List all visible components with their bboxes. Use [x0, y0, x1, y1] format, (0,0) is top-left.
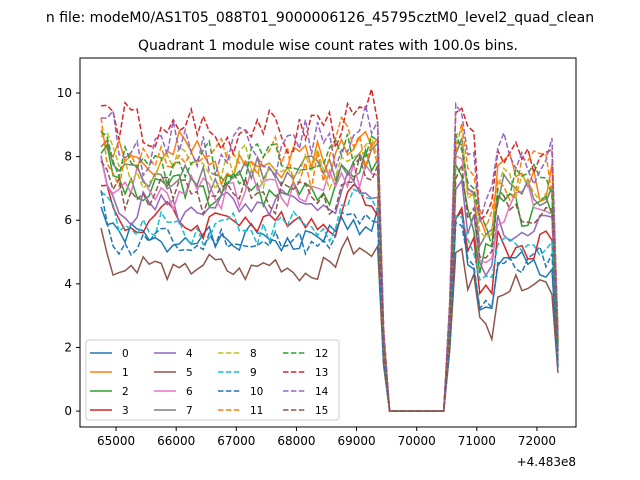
- y-tick-label: 6: [64, 213, 72, 227]
- series-line-8: [100, 128, 559, 412]
- legend-label: 10: [250, 386, 263, 398]
- x-axis: 65000 66000 67000 68000 69000 70000 71000 72000: [97, 427, 556, 448]
- chart-title: Quadrant 1 module wise count rates with …: [138, 38, 518, 54]
- series-line-4: [100, 155, 559, 412]
- series-line-12: [100, 130, 559, 412]
- chart-suptitle: n file: modeM0/AS1T05_088T01_9000006126_…: [46, 10, 594, 26]
- legend-label: 13: [315, 367, 328, 379]
- legend-label: 0: [122, 348, 129, 360]
- series-line-15: [100, 153, 559, 412]
- series-line-2: [100, 143, 559, 412]
- legend-label: 14: [315, 386, 329, 398]
- series-line-10: [100, 190, 559, 412]
- x-tick-label: 66000: [157, 434, 195, 448]
- series-line-14: [101, 101, 559, 412]
- legend-label: 2: [122, 386, 129, 398]
- x-tick-label: 69000: [337, 434, 375, 448]
- legend-label: 1: [122, 367, 129, 379]
- y-tick-label: 4: [64, 277, 72, 291]
- x-tick-label: 67000: [217, 434, 255, 448]
- plot-frame: [79, 57, 577, 428]
- legend-label: 6: [186, 386, 193, 398]
- series-line-7: [100, 137, 559, 412]
- legend-label: 12: [315, 348, 328, 360]
- y-tick-label: 2: [64, 340, 72, 354]
- series-line-13: [100, 88, 559, 412]
- series-line-5: [100, 227, 559, 412]
- legend-frame: [85, 339, 340, 421]
- series-line-11: [100, 115, 559, 412]
- x-offset-label: +4.483e8: [517, 455, 576, 469]
- x-tick-label: 65000: [97, 434, 135, 448]
- legend-label: 9: [250, 367, 257, 379]
- legend-label: 15: [315, 405, 328, 417]
- legend-label: 8: [250, 348, 257, 360]
- series-layer: [100, 88, 559, 412]
- legend-label: 11: [250, 405, 263, 417]
- series-line-9: [100, 188, 559, 412]
- legend-label: 4: [186, 348, 193, 360]
- legend-label: 3: [122, 405, 129, 417]
- x-tick-label: 68000: [277, 434, 315, 448]
- x-tick-label: 72000: [518, 434, 556, 448]
- legend-label: 7: [186, 405, 193, 417]
- y-tick-label: 0: [64, 404, 72, 418]
- series-line-0: [100, 206, 559, 412]
- legend-label: 5: [186, 367, 193, 379]
- x-tick-label: 71000: [458, 434, 496, 448]
- y-tick-label: 10: [57, 86, 72, 100]
- y-axis: 0 2 4 6 8 10: [57, 86, 80, 418]
- y-tick-label: 8: [64, 150, 72, 164]
- x-tick-label: 70000: [398, 434, 436, 448]
- series-line-6: [100, 154, 559, 412]
